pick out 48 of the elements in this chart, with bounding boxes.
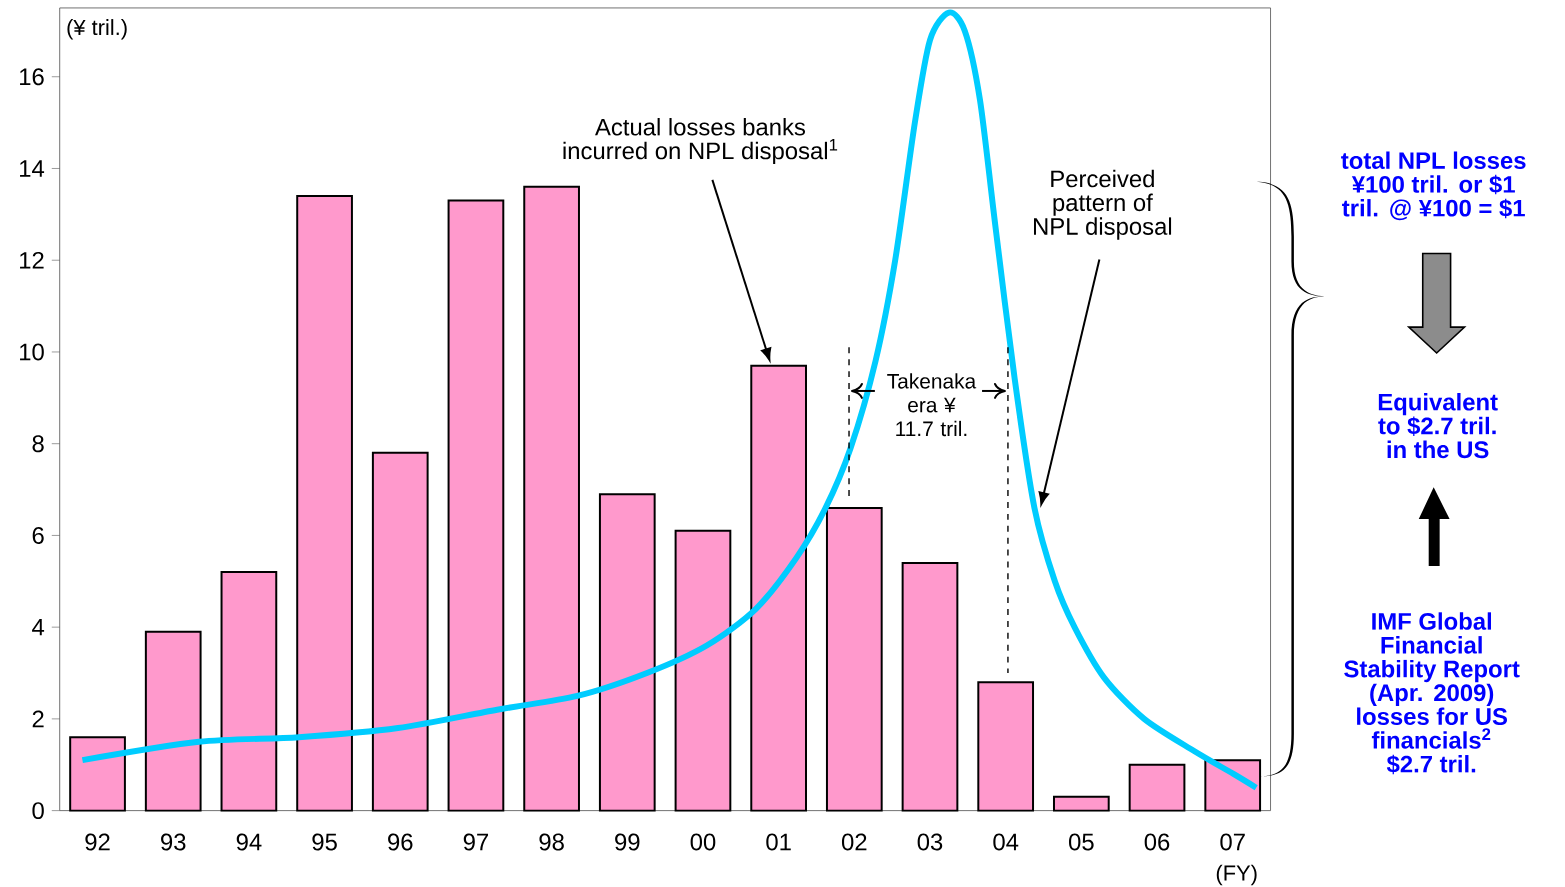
bar	[598, 493, 656, 812]
bar	[901, 561, 959, 812]
x-tick-label: 03	[917, 833, 943, 851]
bar	[296, 194, 353, 812]
x-tick-label: 93	[161, 833, 186, 851]
x-tick-label: 99	[615, 833, 640, 851]
bar	[144, 630, 202, 812]
x-tick-label: 05	[1069, 833, 1094, 851]
x-tick-label: 06	[1144, 833, 1170, 851]
text: total NPL losses ¥100 tril. or $1 tril. @ ¥100 = $1	[1341, 151, 1526, 221]
y-tick-label: 12	[20, 251, 44, 269]
x-tick-label: 01	[766, 833, 791, 851]
bar	[1052, 795, 1110, 812]
annotation: Takenaka era ¥ 11.7 tril.	[887, 373, 977, 437]
x-tick-label: 96	[388, 833, 413, 851]
bar	[447, 199, 505, 812]
y-tick-label: 8	[32, 435, 44, 453]
text: IMF Global Financial Stability Report (Apr. 2009) losses for US financials$^{2}$ $2.7 tril.	[1344, 612, 1520, 775]
x-tick-label: 98	[539, 833, 564, 851]
x-tick-label: 00	[690, 833, 716, 851]
x-tick-label: 04	[993, 833, 1019, 851]
y-tick-label: 0	[32, 802, 44, 819]
bar	[220, 571, 278, 812]
bar	[523, 185, 580, 812]
bar	[750, 364, 807, 812]
y-tick-label: 14	[20, 160, 45, 177]
y-tick-label: 6	[32, 526, 44, 544]
series-label: Actual losses banks incurred on NPL disposal$^{1}$	[563, 117, 838, 164]
bar	[825, 506, 883, 812]
x-tick-label: 94	[236, 833, 262, 851]
y-axis-title: (¥ tril.)	[67, 18, 127, 40]
x-tick-label: 02	[841, 833, 867, 851]
bar	[69, 736, 126, 812]
x-tick-label: 97	[463, 833, 489, 851]
bar	[371, 451, 429, 812]
y-tick-label: 10	[20, 343, 44, 361]
x-tick-label: 92	[85, 833, 110, 851]
bar	[1128, 763, 1186, 812]
text: Equivalent to $2.7 tril. in the US	[1378, 392, 1498, 459]
y-tick-label: 4	[32, 618, 45, 636]
y-tick-label: 16	[20, 68, 44, 86]
series-label: Perceived pattern of NPL disposal	[1034, 169, 1172, 240]
bar	[674, 529, 732, 812]
y-tick-label: 2	[32, 710, 44, 728]
x-tick-label: 07	[1220, 833, 1245, 851]
x-tick-label: 95	[312, 833, 337, 851]
x-axis-title: (FY)	[1216, 864, 1257, 886]
bar	[977, 681, 1035, 812]
